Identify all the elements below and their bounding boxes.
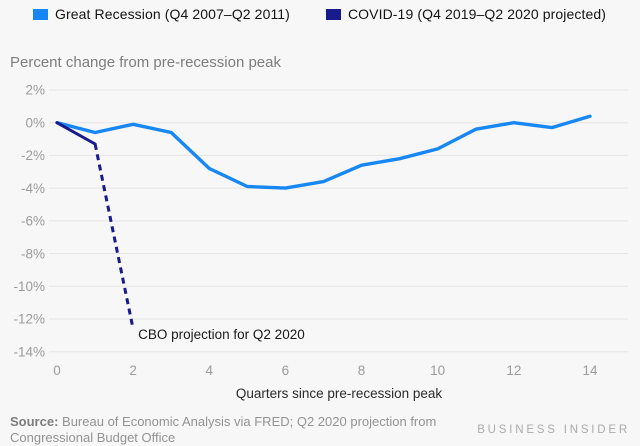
- y-tick-label: -4%: [21, 181, 45, 196]
- business-insider-logo: BUSINESS INSIDER: [477, 424, 630, 436]
- y-tick-label: 0%: [25, 115, 45, 130]
- x-tick-label: 2: [129, 363, 137, 378]
- x-tick-label: 14: [582, 363, 598, 378]
- x-tick-label: 6: [282, 363, 290, 378]
- y-tick-label: -6%: [21, 214, 45, 229]
- covid-line-dashed: [93, 143, 135, 330]
- legend-item-great-recession: Great Recession (Q4 2007–Q2 2011): [33, 6, 290, 22]
- x-tick-label: 8: [358, 363, 366, 378]
- x-tick-label: 10: [430, 363, 445, 378]
- source-prefix: Source:: [10, 414, 59, 429]
- great-recession-line: [55, 114, 592, 190]
- annotation-label: CBO projection for Q2 2020: [138, 326, 305, 342]
- source-text: Bureau of Economic Analysis via FRED; Q2…: [10, 414, 437, 445]
- x-tick-label: 4: [206, 363, 214, 378]
- legend-swatch-covid-icon: [325, 8, 341, 20]
- legend-label-great-recession: Great Recession (Q4 2007–Q2 2011): [55, 6, 290, 22]
- chart-subtitle: Percent change from pre-recession peak: [10, 54, 281, 71]
- y-tick-label: -12%: [13, 312, 45, 327]
- legend-swatch-great-recession-icon: [33, 8, 48, 20]
- y-tick-label: -14%: [13, 344, 45, 359]
- y-tick-label: 2%: [25, 83, 45, 98]
- legend-item-covid: COVID-19 (Q4 2019–Q2 2020 projected): [325, 6, 607, 22]
- x-tick-label: 0: [53, 363, 61, 378]
- legend: Great Recession (Q4 2007–Q2 2011) COVID-…: [33, 6, 606, 22]
- y-tick-label: -10%: [13, 279, 45, 294]
- x-axis-title: Quarters since pre-recession peak: [235, 386, 443, 401]
- covid-line-solid: [55, 121, 97, 146]
- y-tick-label: -2%: [21, 148, 45, 163]
- legend-label-covid: COVID-19 (Q4 2019–Q2 2020 projected): [347, 6, 607, 22]
- source-note: Source: Bureau of Economic Analysis via …: [10, 414, 480, 445]
- x-tick-label: 12: [506, 363, 521, 378]
- y-tick-label: -8%: [21, 246, 45, 261]
